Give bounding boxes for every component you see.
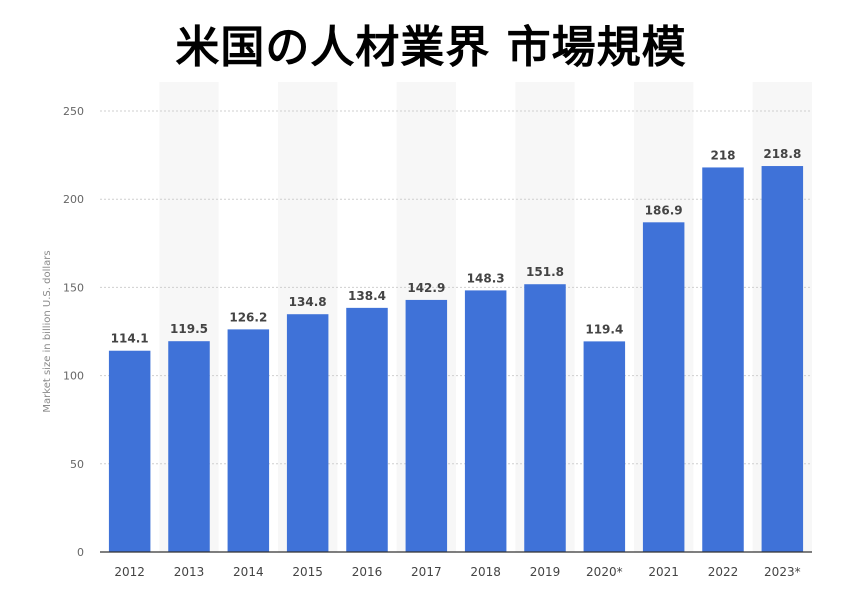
x-tick-label: 2021 — [648, 565, 679, 579]
data-label: 218.8 — [763, 147, 801, 161]
data-label: 138.4 — [348, 289, 386, 303]
bar — [227, 329, 270, 552]
bar — [524, 284, 566, 552]
x-tick-label: 2019 — [530, 565, 561, 579]
bar — [583, 341, 626, 552]
data-label: 134.8 — [289, 295, 327, 309]
x-tick-label: 2023* — [764, 565, 801, 579]
bar — [642, 222, 685, 552]
x-tick-label: 2012 — [114, 565, 145, 579]
y-tick-label: 200 — [63, 193, 84, 206]
chart-title: 米国の人材業界 市場規模 — [175, 22, 687, 73]
bars — [108, 166, 804, 552]
data-labels: 114.1 119.5 126.2 134.8 138.4 142.9 148.3 151.8… — [111, 147, 802, 346]
bar — [761, 166, 804, 552]
x-axis-ticks: 2012 2013 2014 2015 2016 2017 2018 2019 2020* 202… — [114, 565, 800, 579]
y-axis-ticks: 0 50 100 150 200 250 — [63, 105, 84, 559]
data-label: 119.5 — [170, 322, 208, 336]
bar — [464, 290, 507, 552]
data-label: 142.9 — [407, 281, 445, 295]
data-label: 114.1 — [111, 332, 149, 346]
x-tick-label: 2018 — [470, 565, 501, 579]
y-tick-label: 150 — [63, 281, 84, 294]
x-tick-label: 2015 — [292, 565, 323, 579]
y-tick-label: 50 — [70, 458, 84, 471]
y-tick-label: 0 — [77, 546, 84, 559]
data-label: 126.2 — [229, 310, 267, 324]
data-label: 186.9 — [645, 203, 683, 217]
x-tick-label: 2013 — [174, 565, 205, 579]
bar — [108, 350, 151, 552]
bar — [286, 314, 329, 552]
data-label: 119.4 — [585, 322, 623, 336]
x-tick-label: 2022 — [708, 565, 739, 579]
bar — [168, 341, 210, 552]
x-tick-label: 2014 — [233, 565, 264, 579]
y-tick-label: 100 — [63, 370, 84, 383]
bar — [405, 299, 448, 552]
y-axis-label: Market size in billion U.S. dollars — [42, 250, 53, 412]
data-label: 218 — [710, 148, 735, 162]
x-tick-label: 2020* — [586, 565, 623, 579]
x-tick-label: 2017 — [411, 565, 442, 579]
x-tick-label: 2016 — [352, 565, 383, 579]
data-label: 151.8 — [526, 265, 564, 279]
bar — [702, 167, 744, 552]
gridlines — [100, 110, 812, 465]
data-label: 148.3 — [467, 271, 505, 285]
bar — [346, 307, 388, 552]
y-tick-label: 250 — [63, 105, 84, 118]
